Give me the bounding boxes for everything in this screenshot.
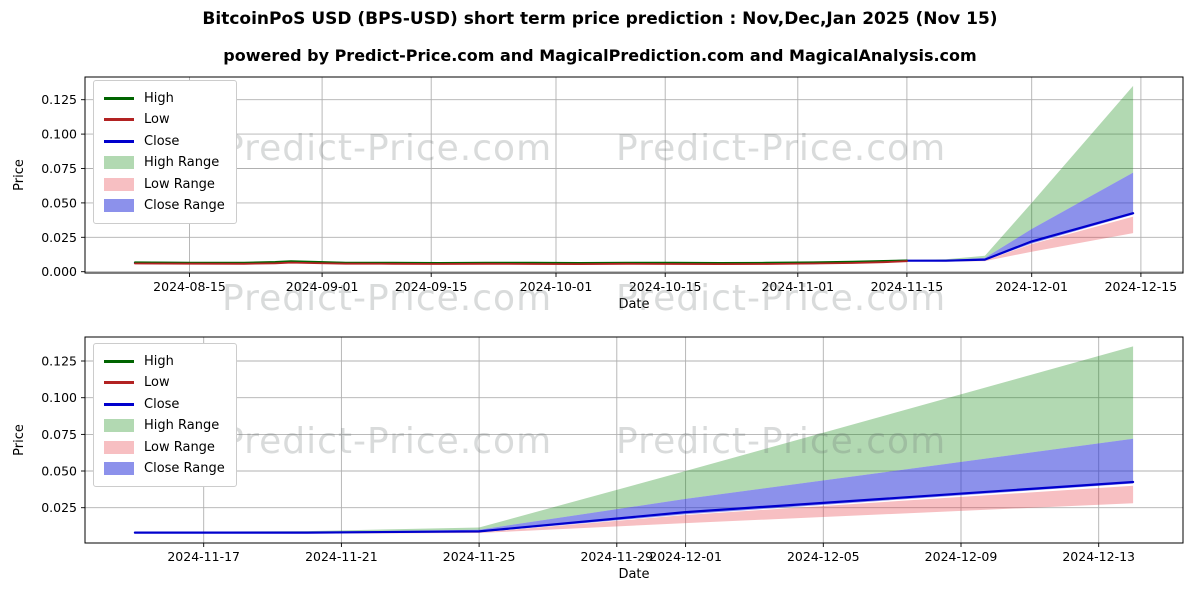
low-line [134,260,908,266]
y-tick-label: 0.050 [41,195,77,210]
legend-label: Close [144,133,180,149]
legend-swatch [104,199,134,213]
legend-label: Close Range [144,198,225,214]
legend-swatch [104,381,134,385]
y-axis-label: Price [12,424,27,456]
legend-item-low: Low [104,110,225,131]
legend-item-low: Low [104,373,225,394]
legend-swatch [104,462,134,476]
x-tick-label: 2024-12-09 [925,549,998,564]
x-tick-label: 2024-11-29 [580,549,653,564]
x-tick-label: 2024-08-15 [153,279,226,294]
y-axis-label: Price [12,159,27,191]
x-tick-label: 2024-11-21 [305,549,378,564]
legend-swatch [104,419,134,433]
top-chart-legend: High Low Close High Range Low Range Close Ran… [93,80,237,224]
x-tick-label: 2024-09-15 [395,279,468,294]
y-tick-label: 0.100 [41,390,77,405]
x-axis-label: Date [618,567,649,582]
y-tick-label: 0.100 [41,127,77,142]
legend-swatch [104,118,134,122]
legend-swatch [104,359,134,363]
x-tick-label: 2024-12-01 [995,279,1068,294]
x-tick-label: 2024-12-15 [1105,279,1178,294]
x-tick-label: 2024-11-25 [443,549,516,564]
y-tick-label: 0.025 [41,500,77,515]
legend-item-high-range: High Range [104,153,225,174]
y-tick-label: 0.025 [41,230,77,245]
legend-label: Close Range [144,461,225,477]
legend-swatch [104,402,134,406]
x-tick-label: 2024-11-15 [871,279,944,294]
high-line [134,259,908,264]
legend-swatch [104,96,134,100]
legend-item-low-range: Low Range [104,174,225,195]
x-tick-label: 2024-12-13 [1062,549,1135,564]
legend-item-low-range: Low Range [104,437,225,458]
legend-label: Low Range [144,176,215,192]
y-tick-label: 0.000 [41,264,77,279]
x-tick-label: 2024-10-01 [520,279,593,294]
legend-item-high: High [104,88,225,109]
top-chart-panel: 2024-08-15 2024-09-01 2024-09-15 2024-10-01… [12,76,1184,312]
x-axis-label: Date [618,297,649,312]
y-tick-label: 0.050 [41,464,77,479]
y-tick-label: 0.075 [41,427,77,442]
legend-swatch [104,440,134,454]
high-range-band [906,85,1134,261]
x-tick-label: 2024-12-05 [787,549,860,564]
legend-item-close-range: Close Range [104,196,225,217]
bottom-chart-panel: 2024-11-17 2024-11-21 2024-11-25 2024-11-29… [12,336,1184,582]
y-tick-label: 0.075 [41,161,77,176]
legend-label: High [144,90,174,106]
legend-label: Low Range [144,439,215,455]
legend-item-high: High [104,351,225,372]
close-line [133,480,1135,534]
legend-label: Low [144,375,170,391]
legend-label: Close [144,396,180,412]
low-range-band [134,485,1134,534]
y-tick-label: 0.125 [41,92,77,107]
legend-label: Low [144,112,170,128]
high-range-band [134,346,1134,533]
close-range-band [906,172,1134,262]
legend-swatch [104,156,134,170]
legend-label: High Range [144,155,220,171]
legend-item-close: Close [104,394,225,415]
x-tick-label: 2024-11-01 [761,279,834,294]
x-tick-label: 2024-11-17 [167,549,240,564]
legend-label: High Range [144,418,220,434]
legend-item-high-range: High Range [104,416,225,437]
plot-border [84,336,1184,544]
legend-swatch [104,177,134,191]
legend-item-close-range: Close Range [104,459,225,480]
chart-subtitle: powered by Predict-Price.com and Magical… [223,46,977,65]
legend-swatch [104,139,134,143]
x-tick-label: 2024-12-01 [649,549,722,564]
close-range-band [134,438,1134,534]
y-tick-label: 0.125 [41,354,77,369]
legend-label: High [144,353,174,369]
chart-title: BitcoinPoS USD (BPS-USD) short term pric… [202,9,998,29]
low-range-band [906,216,1134,262]
bottom-chart-legend: High Low Close High Range Low Range Close Ran… [93,343,237,487]
x-tick-label: 2024-09-01 [286,279,359,294]
x-tick-label: 2024-10-15 [629,279,702,294]
plot-border [84,76,1184,274]
legend-item-close: Close [104,131,225,152]
